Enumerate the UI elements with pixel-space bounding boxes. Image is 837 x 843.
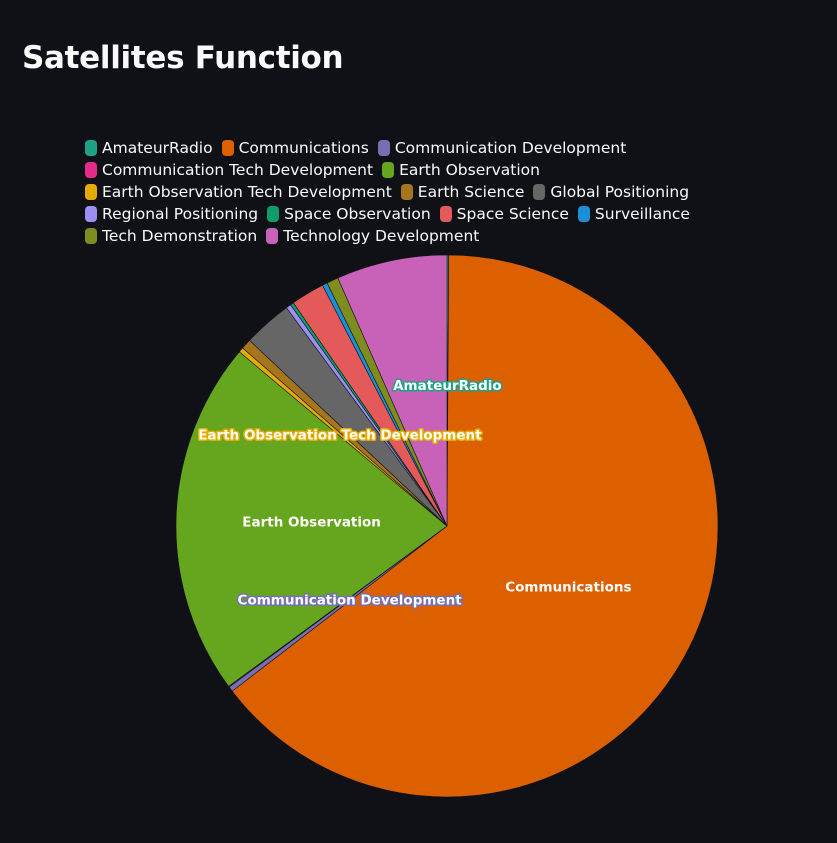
legend-swatch (382, 162, 395, 178)
slice-label: Earth Observation Tech Development (198, 427, 482, 443)
legend-label: Regional Positioning (102, 205, 259, 223)
legend-swatch (439, 206, 452, 222)
legend-item[interactable]: Regional Positioning (85, 205, 258, 223)
legend-row: Tech Demonstration Technology Development (85, 225, 705, 247)
legend-swatch (266, 228, 279, 244)
legend-item[interactable]: Tech Demonstration (85, 227, 257, 245)
legend-swatch (85, 228, 97, 244)
legend-item[interactable]: Space Science (439, 205, 569, 223)
legend-swatch (85, 140, 97, 156)
legend-label: Earth Science (417, 183, 525, 201)
legend-label: Surveillance (594, 205, 690, 223)
chart-legend: AmateurRadio Communications Communication … (85, 137, 705, 247)
legend-row: AmateurRadio Communications Communication … (85, 137, 705, 159)
page-title: Satellites Function (22, 40, 344, 76)
legend-label: Global Positioning (550, 183, 690, 201)
slice-label: Communication Development (238, 592, 463, 608)
legend-row: Communication Tech Development Earth Obse… (85, 159, 705, 181)
legend-swatch (85, 184, 97, 200)
legend-swatch (221, 140, 234, 156)
slice-label: Communications (505, 579, 631, 595)
legend-swatch (400, 184, 413, 200)
legend-item[interactable]: Earth Observation (382, 161, 540, 179)
legend-item[interactable]: Earth Observation Tech Development (85, 183, 392, 201)
legend-label: AmateurRadio (102, 139, 213, 157)
legend-row: Earth Observation Tech Development Earth … (85, 181, 705, 203)
legend-label: Earth Observation (399, 161, 540, 179)
legend-label: Communication Development (394, 139, 627, 157)
legend-item[interactable]: Global Positioning (533, 183, 689, 201)
legend-item[interactable]: Earth Science (400, 183, 525, 201)
legend-swatch (85, 206, 97, 222)
pie-slice[interactable] (175, 351, 448, 687)
legend-item[interactable]: Communication Tech Development (85, 161, 373, 179)
legend-item[interactable]: Space Observation (267, 205, 431, 223)
legend-item[interactable]: Surveillance (577, 205, 690, 223)
legend-row: Regional Positioning Space Observation Spa… (85, 203, 705, 225)
legend-label: Space Science (456, 205, 569, 223)
legend-label: Space Observation (284, 205, 431, 223)
pie-slice[interactable] (231, 254, 719, 798)
legend-swatch (533, 184, 546, 200)
legend-item[interactable]: Technology Development (266, 227, 479, 245)
legend-swatch (577, 206, 590, 222)
legend-item[interactable]: Communications (221, 139, 369, 157)
legend-label: Communications (238, 139, 369, 157)
legend-swatch (377, 140, 390, 156)
pie-slice[interactable] (337, 254, 448, 527)
slice-label: AmateurRadio (393, 378, 502, 394)
legend-label: Tech Demonstration (102, 227, 258, 245)
legend-swatch (267, 206, 280, 222)
slice-label: Earth Observation (242, 515, 381, 531)
legend-item[interactable]: Communication Development (377, 139, 627, 157)
legend-label: Communication Tech Development (102, 161, 374, 179)
legend-item[interactable]: AmateurRadio (85, 139, 213, 157)
legend-swatch (85, 162, 97, 178)
legend-label: Technology Development (283, 227, 480, 245)
legend-label: Earth Observation Tech Development (102, 183, 392, 201)
